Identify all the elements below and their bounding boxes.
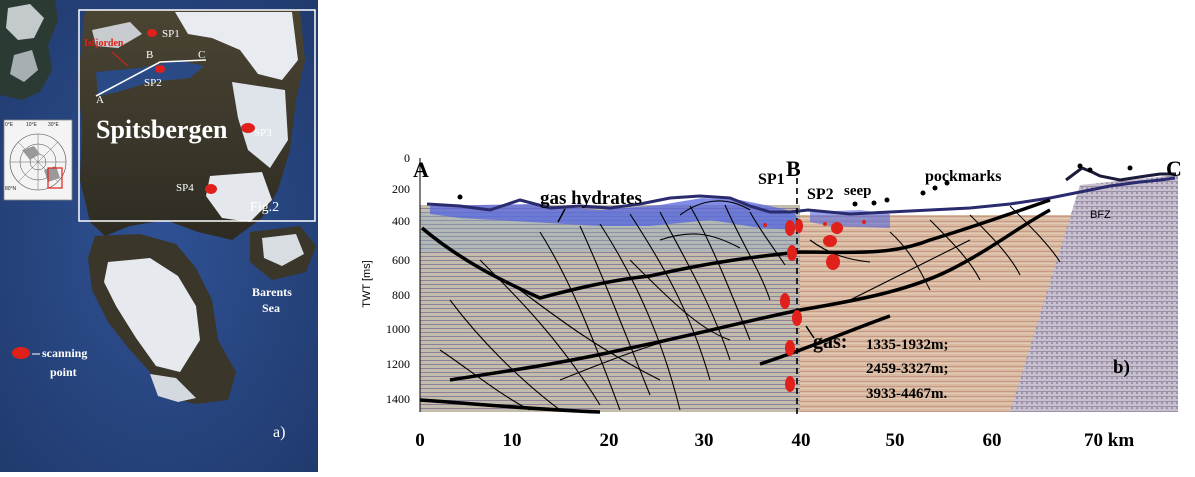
x-tick-label: 20 bbox=[600, 430, 619, 451]
seafloor-line bbox=[426, 176, 1176, 216]
barents-label: Barents bbox=[252, 285, 292, 299]
map-point-b: B bbox=[146, 49, 153, 61]
gas-depth-2: 2459-3327m; bbox=[866, 361, 949, 377]
gas-depth-1: 1335-1932m; bbox=[866, 337, 949, 353]
spitsbergen-label: Spitsbergen bbox=[96, 115, 228, 144]
seismic-profile: 0 200 400 600 800 1000 1200 1400 TWT [ms… bbox=[361, 151, 1182, 451]
panel-a-label: a) bbox=[273, 424, 285, 441]
x-tick-label: 50 bbox=[886, 430, 905, 451]
fig2-label: Fig.2 bbox=[250, 200, 279, 215]
y-tick-label: 1200 bbox=[386, 357, 410, 371]
seismic-section-west bbox=[420, 205, 800, 412]
x-tick-label: 60 bbox=[983, 430, 1002, 451]
scan-point-marker bbox=[205, 184, 217, 194]
y-tick-label: 1000 bbox=[386, 322, 410, 336]
sp1-profile-label: SP1 bbox=[758, 171, 785, 188]
isfjorden-arrow bbox=[111, 51, 129, 67]
inset-lon-label-0: 0°E bbox=[5, 122, 14, 128]
legend-label-line2: point bbox=[50, 365, 77, 379]
x-tick-label: 30 bbox=[695, 430, 714, 451]
y-tick-label: 1400 bbox=[386, 392, 410, 406]
y-tick-label: 800 bbox=[392, 288, 410, 302]
y-tick-label: 600 bbox=[392, 253, 410, 267]
legend-label-line1: scanning bbox=[42, 346, 87, 360]
sp1-label: SP1 bbox=[162, 28, 180, 40]
bfz-label: BFZ bbox=[1090, 209, 1111, 221]
endpoint-a: A bbox=[413, 157, 429, 182]
horizon-lines bbox=[419, 198, 1051, 414]
y-tick-label: 0 bbox=[404, 151, 410, 165]
map-point-a: A bbox=[96, 94, 104, 106]
sp3-label: SP3 bbox=[254, 127, 272, 139]
map-point-c: C bbox=[198, 49, 205, 61]
legend-scan-point-marker bbox=[12, 347, 30, 359]
y-axis-label: TWT [ms] bbox=[361, 260, 373, 307]
isfjorden-label: Isfjorden bbox=[84, 38, 124, 49]
endpoint-c: C bbox=[1166, 156, 1182, 181]
gas-depth-3: 3933-4467m. bbox=[866, 386, 947, 402]
isfjorden-water bbox=[96, 60, 204, 96]
x-tick-label: 40 bbox=[792, 430, 811, 451]
panel-b-label: b) bbox=[1113, 357, 1130, 378]
scan-point-marker bbox=[155, 65, 165, 73]
scan-point-marker bbox=[241, 123, 255, 133]
endpoint-b: B bbox=[786, 156, 801, 181]
seismic-profile-panel: 0 200 400 600 800 1000 1200 1400 TWT [ms… bbox=[330, 0, 1195, 472]
sea-label: Sea bbox=[262, 301, 280, 315]
gas-hydrate-zone bbox=[430, 198, 800, 230]
map-panel: 0°E 10°E 30°E 80°N A B C Isfjorden SP1 S… bbox=[0, 0, 318, 472]
seismic-section-central bbox=[800, 215, 1080, 412]
inset-lon-label-2: 30°E bbox=[48, 122, 60, 128]
y-tick-label: 200 bbox=[392, 182, 410, 196]
pockmarks-label: pockmarks bbox=[925, 168, 1001, 185]
x-tick-label: 70 km bbox=[1084, 430, 1134, 451]
sp4-label: SP4 bbox=[176, 182, 194, 194]
fault-lines bbox=[439, 200, 1061, 411]
gas-hydrates-label: gas hydrates bbox=[540, 188, 642, 209]
pockmark-dots bbox=[457, 163, 1133, 207]
svalbard-map: 0°E 10°E 30°E 80°N A B C Isfjorden SP1 S… bbox=[0, 0, 318, 472]
inset-lat-label: 80°N bbox=[5, 186, 17, 192]
seep-label: seep bbox=[844, 183, 872, 199]
sp2-profile-label: SP2 bbox=[807, 186, 834, 203]
inset-polar-map: 0°E 10°E 30°E 80°N bbox=[3, 119, 73, 201]
scan-point-marker bbox=[147, 29, 157, 37]
seismic-section-bfz bbox=[1010, 175, 1178, 412]
gas-label: gas: bbox=[813, 331, 847, 353]
fig2-frame bbox=[78, 9, 316, 222]
gas-markers bbox=[763, 219, 866, 392]
x-tick-label: 0 bbox=[415, 430, 425, 451]
inset-lon-label-1: 10°E bbox=[26, 122, 38, 128]
x-tick-label: 10 bbox=[503, 430, 522, 451]
profile-line-abc bbox=[95, 59, 207, 97]
sp2-label: SP2 bbox=[144, 77, 162, 89]
inset-study-area-box bbox=[47, 167, 63, 189]
y-tick-label: 400 bbox=[392, 214, 410, 228]
